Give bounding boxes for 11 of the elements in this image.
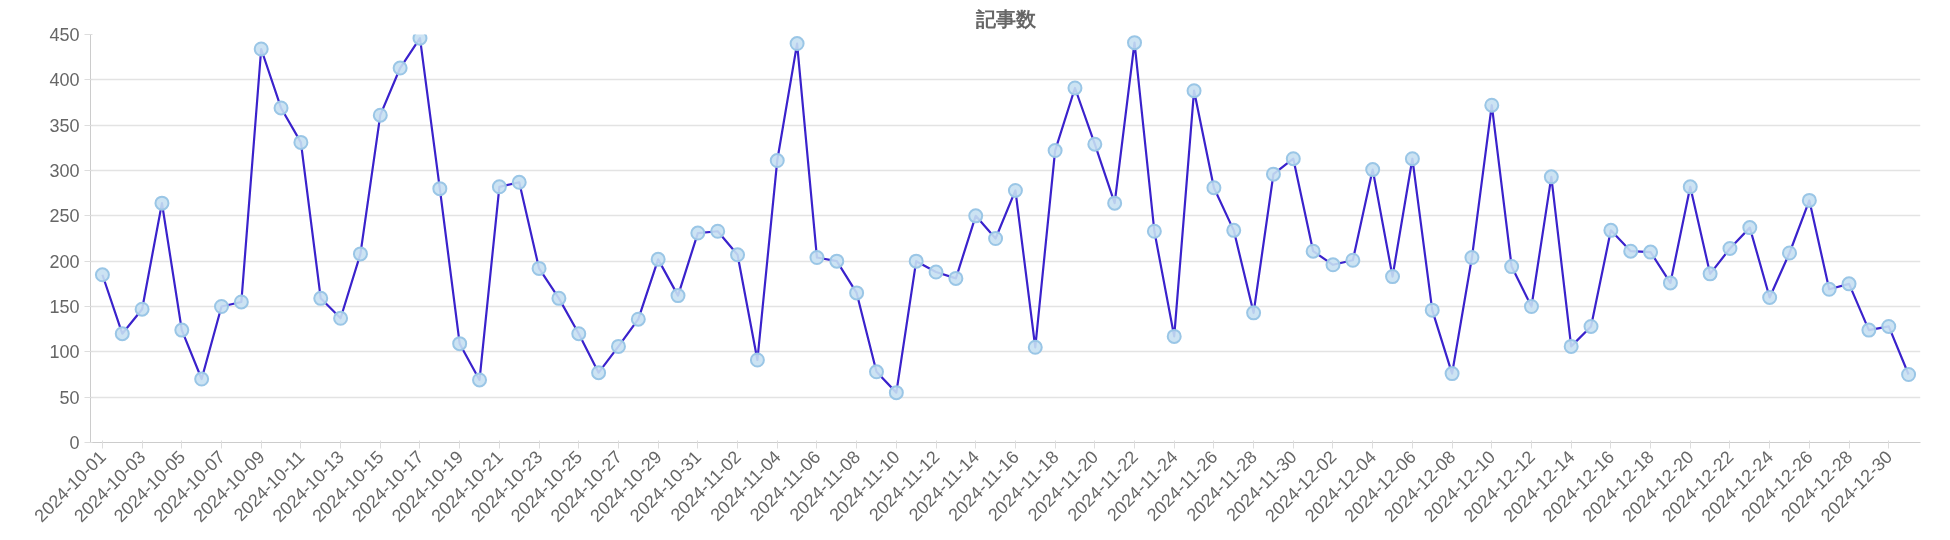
y-tick-label: 50 <box>59 387 80 408</box>
y-tick-label: 150 <box>49 297 80 317</box>
y-tick-label: 0 <box>69 433 80 453</box>
y-tick-label: 300 <box>49 161 80 181</box>
y-tick-label: 350 <box>49 115 80 136</box>
chart-title: 記事数 <box>974 7 1037 30</box>
y-tick-label: 100 <box>49 342 80 363</box>
y-tick-label: 200 <box>49 251 80 272</box>
y-tick-label: 450 <box>49 25 80 45</box>
y-tick-label: 400 <box>49 70 80 91</box>
y-tick-label: 250 <box>49 206 80 227</box>
